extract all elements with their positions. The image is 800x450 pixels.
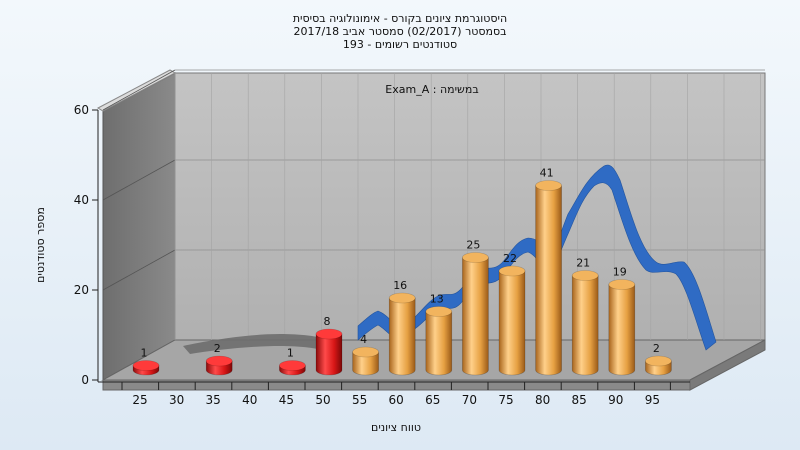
bar-value-label: 2 — [214, 342, 221, 355]
chart-floor-side-edge — [689, 339, 766, 391]
x-tick-label: 90 — [608, 393, 623, 407]
axes-layer: 0 20 40 60 25 30 35 40 45 50 55 60 65 70 75 80 85 90 95 — [74, 103, 671, 407]
bar-body — [462, 257, 489, 376]
bar-cap — [571, 270, 599, 281]
x-tick-label: 95 — [645, 393, 660, 407]
bar-cap — [132, 360, 160, 371]
bar-value-label: 19 — [613, 266, 627, 279]
bar-value-label: 22 — [503, 252, 517, 265]
bar — [205, 355, 233, 376]
x-tick-label: 40 — [242, 393, 257, 407]
bar-value-label: 25 — [466, 239, 480, 252]
bar — [608, 279, 636, 376]
gridline-side — [102, 159, 176, 201]
x-tick-label: 70 — [462, 393, 477, 407]
bar-value-label: 21 — [576, 257, 590, 270]
bar-body — [425, 311, 453, 376]
bar — [571, 270, 599, 376]
bar — [498, 265, 526, 376]
bar-cap — [462, 252, 489, 263]
bar-body — [571, 275, 599, 376]
y-axis-label: מספר סטודנטים — [34, 207, 47, 283]
y-tick-label: 20 — [74, 283, 89, 297]
bar-value-label: 1 — [141, 347, 148, 360]
x-tick-label: 45 — [279, 393, 294, 407]
x-tick-label: 55 — [352, 393, 367, 407]
bar — [388, 292, 416, 376]
y-tick-label: 40 — [74, 193, 89, 207]
x-tick-label: 60 — [389, 393, 404, 407]
x-axis-label: טווח ציונים — [371, 421, 421, 434]
x-tick-label: 25 — [132, 393, 147, 407]
gridlines — [102, 69, 765, 340]
bar-value-label: 8 — [324, 315, 331, 328]
x-tick-label: 85 — [572, 393, 587, 407]
bar — [315, 328, 343, 376]
x-tick-label: 30 — [169, 393, 184, 407]
exam-label: Exam_A : במשימה — [385, 83, 478, 96]
bar-cap — [425, 306, 453, 317]
chart-title-line-1: היסטוגרמת ציונים בקורס - אימונולוגיה בסי… — [292, 12, 508, 25]
bar-value-label: 16 — [393, 279, 407, 292]
bar-cap — [388, 292, 416, 304]
x-tick-label: 65 — [425, 393, 440, 407]
bar-body — [352, 351, 379, 376]
bar-value-label: 13 — [430, 293, 444, 306]
bar-cap — [279, 360, 306, 371]
x-tick-label: 35 — [206, 393, 221, 407]
x-tick-label: 50 — [315, 393, 330, 407]
bar — [425, 306, 453, 376]
y-tick-label: 60 — [74, 103, 89, 117]
bar-cap — [608, 279, 636, 290]
bar-value-label: 2 — [653, 342, 660, 355]
bar-cap — [205, 355, 233, 367]
bar-cap — [498, 265, 526, 277]
bar-body — [535, 185, 562, 376]
x-tick-label: 75 — [498, 393, 513, 407]
bar-value-label: 1 — [287, 347, 294, 360]
chart-title-line-3: 193 - סטודנטים רשומים — [342, 38, 458, 51]
chart-title-line-2: בסמסטר (02/2017) סמסטר אביב 2017/18 — [293, 25, 507, 38]
bar-body — [608, 284, 636, 376]
bar — [132, 360, 160, 376]
bar-body — [315, 333, 343, 376]
bar — [352, 346, 379, 376]
bar — [462, 252, 489, 376]
x-tick-label: 80 — [535, 393, 550, 407]
bar-cap — [535, 180, 562, 191]
bar-body — [388, 297, 416, 376]
bar-body — [498, 270, 526, 376]
bar-value-label: 4 — [360, 333, 367, 346]
bar — [645, 355, 672, 376]
bar — [279, 360, 306, 376]
y-tick-label: 0 — [81, 373, 89, 387]
bar-value-label: 41 — [540, 167, 554, 180]
chart-side-wall — [102, 72, 176, 381]
gridline-side — [102, 69, 176, 111]
bars-layer — [132, 180, 672, 376]
bar-cap — [645, 355, 672, 367]
distribution-ribbon-grey — [183, 334, 330, 354]
gridline-side — [102, 249, 176, 291]
bar-cap — [352, 346, 379, 358]
bar-cap — [315, 328, 343, 340]
bar — [535, 180, 562, 376]
